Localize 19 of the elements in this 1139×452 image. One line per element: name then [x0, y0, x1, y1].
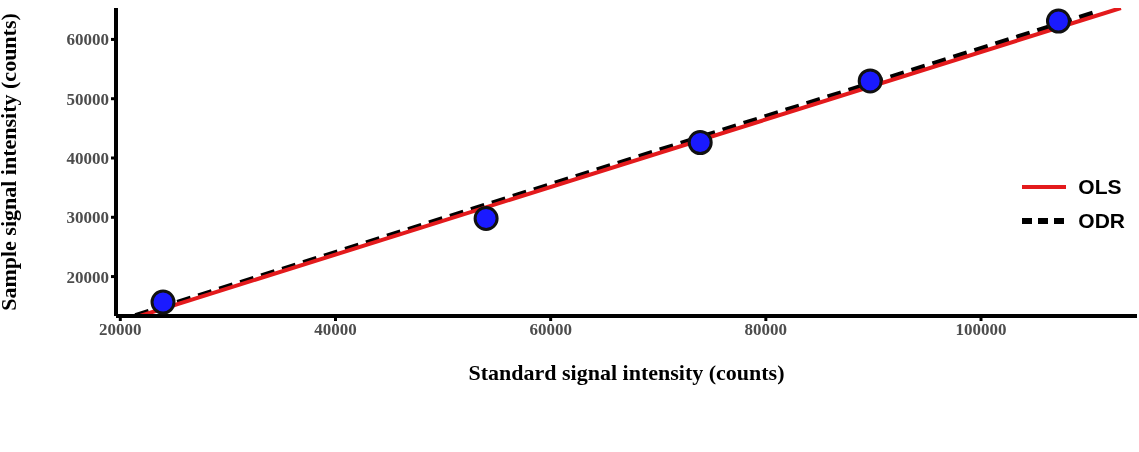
x-tick-label: 100000 — [955, 320, 1007, 340]
x-tick-label: 80000 — [744, 320, 788, 340]
legend-label: OLS — [1078, 175, 1122, 199]
point — [687, 130, 713, 156]
x-tick-label: 40000 — [314, 320, 357, 340]
legend-label: ODR — [1078, 209, 1125, 233]
x-tick-label: 60000 — [529, 320, 572, 340]
point — [1045, 8, 1071, 34]
x-axis-title: Standard signal intensity (counts) — [468, 360, 785, 385]
y-tick-label: 40000 — [66, 149, 109, 169]
x-tick-label: 20000 — [99, 320, 142, 340]
y-tick-label: 30000 — [66, 208, 109, 228]
point — [857, 68, 883, 94]
y-tick-label: 20000 — [66, 267, 109, 287]
y-tick-label: 50000 — [66, 89, 109, 109]
y-axis-title: Sample signal intensity (counts) — [0, 13, 21, 311]
point — [150, 289, 176, 315]
y-tick-label: 60000 — [66, 30, 109, 50]
point — [473, 205, 499, 231]
